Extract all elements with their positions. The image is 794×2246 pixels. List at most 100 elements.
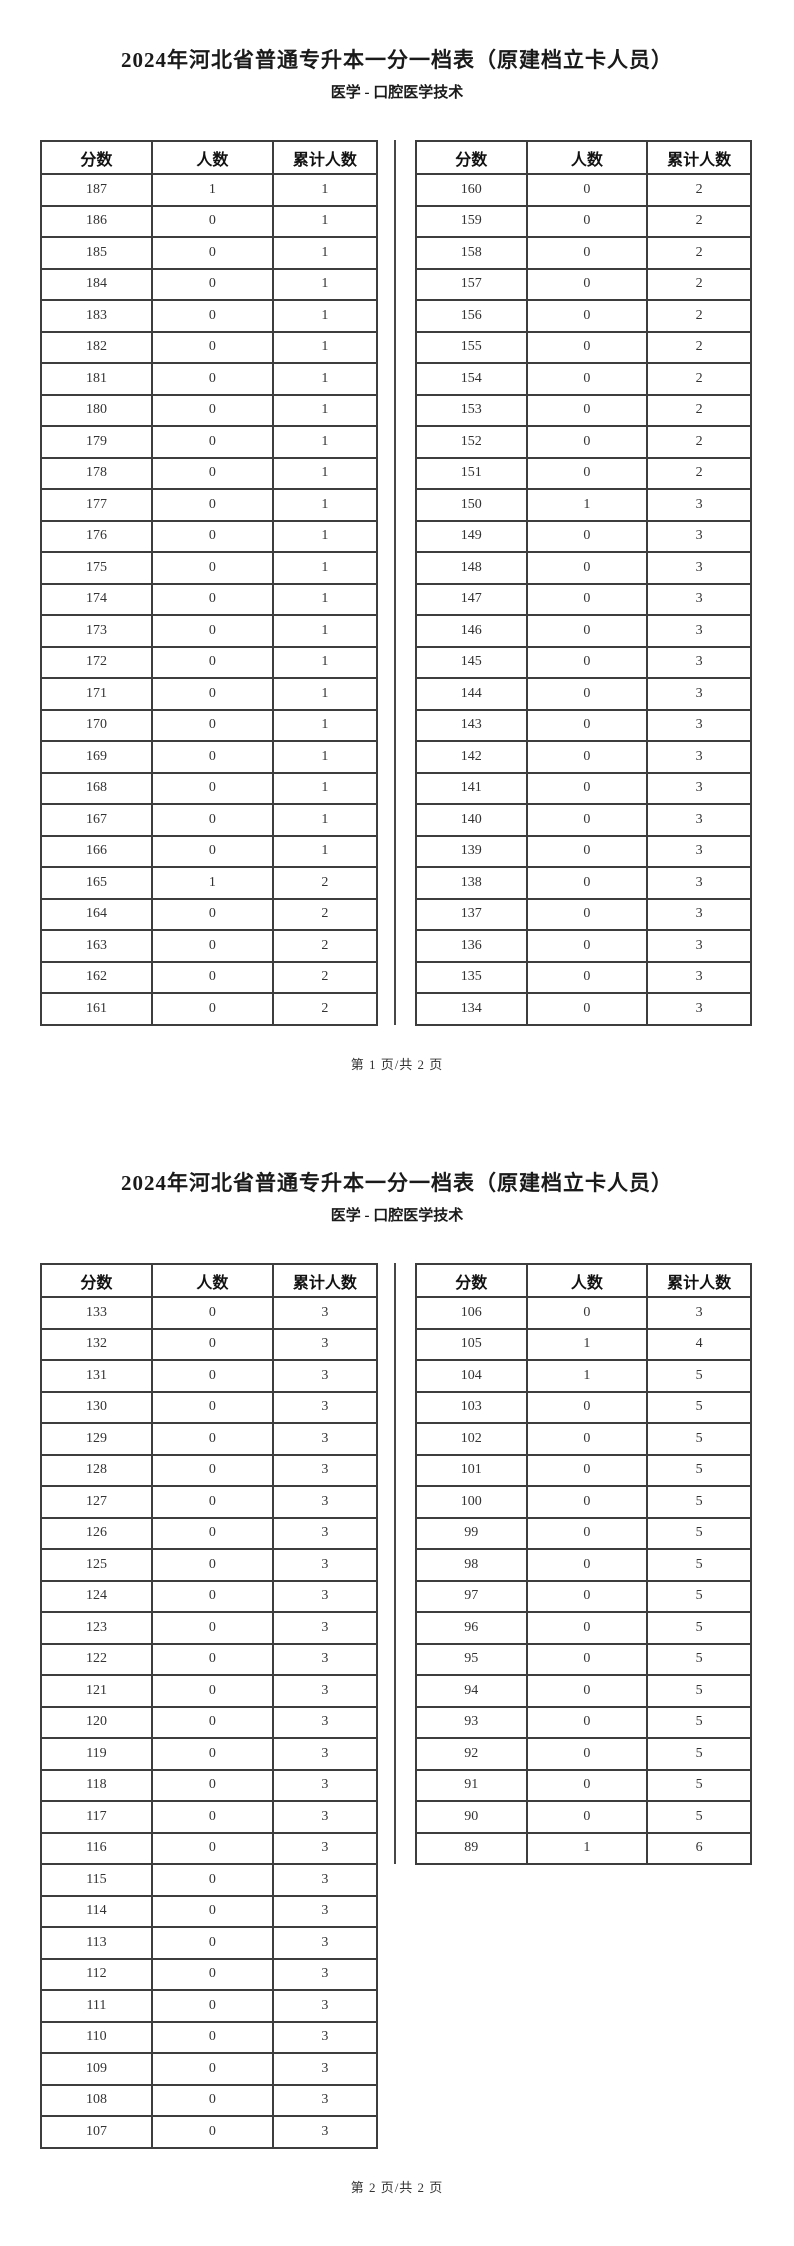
score-cell: 94	[415, 1674, 528, 1708]
table-row: 160 0 2	[415, 173, 752, 207]
cumulative-cell: 3	[271, 1863, 379, 1897]
cumulative-cell: 1	[271, 362, 379, 396]
cumulative-cell: 1	[271, 299, 379, 333]
count-cell: 0	[150, 1390, 274, 1424]
cumulative-cell: 1	[271, 456, 379, 490]
tables-container: 分数 人数 累计人数 133 0 3 132 0 3 131 0 3 130 0 3 129 0 3 128 0 3 1…	[0, 1263, 794, 2149]
score-cell: 116	[40, 1831, 153, 1865]
score-cell: 130	[40, 1390, 153, 1424]
score-cell: 187	[40, 173, 153, 207]
score-cell: 127	[40, 1485, 153, 1519]
cumulative-cell: 3	[271, 1390, 379, 1424]
score-cell: 125	[40, 1548, 153, 1582]
table-row: 165 1 2	[40, 866, 379, 900]
count-cell: 0	[525, 740, 649, 774]
count-cell: 0	[150, 299, 274, 333]
count-cell: 0	[150, 740, 274, 774]
table-row: 144 0 3	[415, 677, 752, 711]
header-row: 分数 人数 累计人数	[415, 140, 752, 175]
cumulative-cell: 3	[646, 960, 752, 994]
table-row: 182 0 1	[40, 330, 379, 364]
cumulative-cell: 3	[271, 1548, 379, 1582]
table-row: 94 0 5	[415, 1674, 752, 1708]
cumulative-cell: 2	[271, 960, 379, 994]
cumulative-cell: 1	[271, 614, 379, 648]
count-cell: 0	[525, 173, 649, 207]
count-cell: 1	[525, 1359, 649, 1393]
score-cell: 129	[40, 1422, 153, 1456]
count-cell: 0	[150, 1516, 274, 1550]
table-row: 119 0 3	[40, 1737, 379, 1771]
score-cell: 91	[415, 1768, 528, 1802]
score-cell: 144	[415, 677, 528, 711]
score-cell: 179	[40, 425, 153, 459]
table-row: 162 0 2	[40, 960, 379, 994]
cumulative-cell: 3	[271, 1989, 379, 2023]
score-cell: 157	[415, 267, 528, 301]
page-subtitle: 医学 - 口腔医学技术	[330, 1208, 464, 1224]
score-cell: 153	[415, 393, 528, 427]
count-cell: 0	[525, 614, 649, 648]
column-divider	[394, 1263, 396, 1864]
score-cell: 131	[40, 1359, 153, 1393]
cumulative-cell: 3	[271, 1453, 379, 1487]
table-row: 169 0 1	[40, 740, 379, 774]
table-row: 171 0 1	[40, 677, 379, 711]
cumulative-cell: 5	[646, 1768, 752, 1802]
score-cell: 149	[415, 519, 528, 553]
table-row: 181 0 1	[40, 362, 379, 396]
cumulative-cell: 5	[646, 1548, 752, 1582]
table-row: 167 0 1	[40, 803, 379, 837]
count-cell: 0	[150, 645, 274, 679]
cumulative-cell: 3	[271, 1642, 379, 1676]
cumulative-cell: 1	[271, 708, 379, 742]
cumulative-cell: 2	[271, 897, 379, 931]
count-cell: 0	[150, 1548, 274, 1582]
score-cell: 138	[415, 866, 528, 900]
count-cell: 1	[525, 488, 649, 522]
table-row: 98 0 5	[415, 1548, 752, 1582]
score-cell: 93	[415, 1705, 528, 1739]
table-row: 131 0 3	[40, 1359, 379, 1393]
table-row: 187 1 1	[40, 173, 379, 207]
score-cell: 122	[40, 1642, 153, 1676]
score-cell: 170	[40, 708, 153, 742]
score-cell: 172	[40, 645, 153, 679]
cumulative-cell: 1	[271, 677, 379, 711]
page-subtitle: 医学 - 口腔医学技术	[330, 85, 464, 101]
cumulative-cell: 3	[271, 1800, 379, 1834]
count-cell: 0	[150, 2115, 274, 2149]
count-cell: 0	[525, 1390, 649, 1424]
score-cell: 96	[415, 1611, 528, 1645]
cumulative-cell: 3	[646, 614, 752, 648]
table-row: 159 0 2	[415, 204, 752, 238]
cumulative-cell: 3	[646, 803, 752, 837]
page-number-footer: 第 1 页/共 2 页	[350, 1057, 444, 1072]
score-cell: 141	[415, 771, 528, 805]
table-row: 158 0 2	[415, 236, 752, 270]
table-row: 168 0 1	[40, 771, 379, 805]
count-cell: 0	[150, 1674, 274, 1708]
cumulative-cell: 1	[271, 236, 379, 270]
score-cell: 139	[415, 834, 528, 868]
score-cell: 115	[40, 1863, 153, 1897]
cumulative-cell: 1	[271, 740, 379, 774]
score-cell: 146	[415, 614, 528, 648]
count-cell: 0	[150, 330, 274, 364]
count-cell: 0	[150, 1989, 274, 2023]
table-row: 145 0 3	[415, 645, 752, 679]
score-cell: 135	[415, 960, 528, 994]
score-table-right: 分数 人数 累计人数 160 0 2 159 0 2 158 0 2 157 0 2 156 0 2 155 0 2 1…	[415, 140, 752, 1026]
table-row: 104 1 5	[415, 1359, 752, 1393]
cumulative-cell: 3	[646, 582, 752, 616]
cumulative-cell: 5	[646, 1642, 752, 1676]
count-cell: 0	[525, 425, 649, 459]
count-cell: 0	[525, 1548, 649, 1582]
cumulative-cell: 3	[271, 1516, 379, 1550]
header-row: 分数 人数 累计人数	[40, 1263, 379, 1298]
score-cell: 154	[415, 362, 528, 396]
score-cell: 89	[415, 1831, 528, 1865]
cumulative-cell: 5	[646, 1422, 752, 1456]
count-cell: 0	[150, 1611, 274, 1645]
count-cell: 0	[150, 614, 274, 648]
